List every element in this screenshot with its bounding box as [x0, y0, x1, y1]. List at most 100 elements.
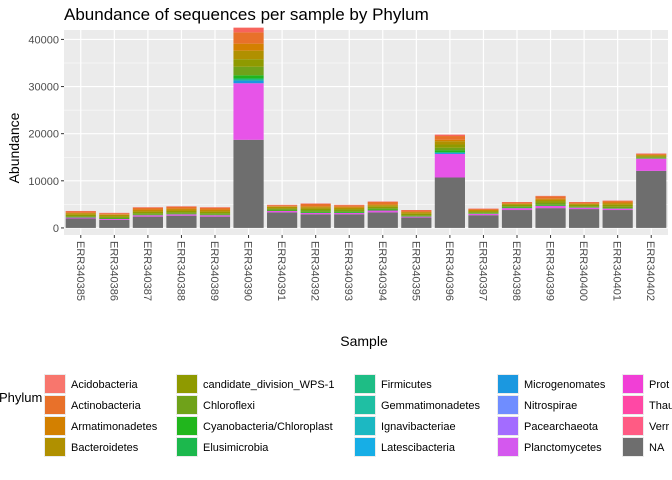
bar-segment — [501, 206, 533, 208]
legend-label: Elusimicrobia — [203, 442, 269, 454]
bar-segment — [535, 208, 566, 228]
bar-segment — [99, 219, 130, 228]
bar-segment — [434, 147, 465, 151]
bar-segment — [569, 203, 600, 205]
legend-label: Verr — [649, 421, 670, 433]
bar-segment — [233, 27, 264, 33]
bar-segment — [569, 204, 600, 207]
bar-segment — [501, 202, 533, 204]
bar-segment — [267, 208, 298, 210]
bar-segment — [233, 75, 264, 79]
legend-key — [498, 396, 518, 414]
legend-label: Thau — [649, 400, 672, 412]
legend-key — [177, 375, 197, 393]
y-tick-label: 40000 — [28, 34, 59, 46]
bar-segment — [434, 153, 465, 154]
bar-segment — [468, 211, 499, 213]
x-tick-label: ERR340397 — [476, 241, 488, 301]
bar-segment — [166, 215, 197, 228]
x-tick-label: ERR340393 — [342, 241, 354, 301]
x-tick-label: ERR340394 — [376, 241, 388, 301]
bar-segment — [602, 210, 633, 228]
bar-segment — [468, 209, 499, 211]
legend-label: candidate_division_WPS-1 — [203, 379, 334, 391]
y-tick-label: 10000 — [28, 176, 59, 188]
legend-key — [498, 438, 518, 456]
x-tick-label: ERR340395 — [409, 241, 421, 301]
x-tick-label: ERR340390 — [242, 241, 254, 301]
x-tick-label: ERR340387 — [141, 241, 153, 301]
bar-segment — [334, 211, 365, 213]
x-tick-label: ERR340402 — [644, 241, 656, 301]
legend-label: Latescibacteria — [381, 442, 456, 454]
bar-segment — [199, 210, 231, 212]
bar-segment — [501, 203, 533, 205]
y-tick-label: 30000 — [28, 82, 59, 94]
bar-segment — [267, 209, 298, 211]
bar-segment — [401, 217, 432, 228]
bar-segment — [132, 209, 163, 211]
x-tick-label: ERR340400 — [577, 241, 589, 301]
legend-label: Nitrospirae — [524, 400, 577, 412]
bar-segment — [199, 211, 231, 214]
legend-key — [498, 375, 518, 393]
bar-segment — [233, 50, 264, 60]
legend-key — [623, 438, 643, 456]
legend-label: Pacearchaeota — [524, 421, 599, 433]
x-axis-title: Sample — [340, 333, 388, 349]
bar-segment — [434, 177, 465, 228]
bar-segment — [401, 213, 432, 216]
x-tick-label: ERR340396 — [443, 241, 455, 301]
bar-segment — [602, 203, 633, 205]
bar-segment — [99, 218, 130, 220]
legend-label: NA — [649, 442, 665, 454]
bar-segment — [434, 150, 465, 153]
chart-title: Abundance of sequences per sample by Phy… — [64, 5, 429, 24]
bar-segment — [300, 203, 331, 207]
bar-segment — [300, 211, 331, 213]
bar-segment — [334, 212, 365, 215]
x-tick-label: ERR340401 — [611, 241, 623, 301]
x-tick-label: ERR340386 — [107, 241, 119, 301]
legend-key — [45, 438, 65, 456]
bar-segment — [267, 205, 298, 207]
y-axis: 0 10000 20000 30000 40000 — [28, 34, 64, 235]
bar-segment — [233, 66, 264, 76]
bar-segment — [233, 139, 264, 228]
bar-segment — [501, 207, 533, 209]
legend-label: Gemmatimonadetes — [381, 400, 481, 412]
bar-segment — [334, 209, 365, 211]
bar-segment — [501, 204, 533, 207]
bar-segment — [166, 210, 197, 213]
bar-segment — [636, 156, 667, 158]
bar-segment — [233, 59, 264, 67]
bar-segment — [602, 208, 633, 211]
bar-segment — [166, 208, 197, 210]
bar-segment — [300, 208, 331, 211]
bar-segment — [636, 158, 667, 171]
legend-key — [355, 396, 375, 414]
bar-segment — [233, 80, 264, 84]
bar-segment — [334, 210, 365, 212]
bar-segment — [65, 216, 96, 218]
bar-segment — [367, 206, 398, 209]
bar-segment — [434, 152, 465, 153]
bar-segment — [267, 206, 298, 209]
bar-segment — [468, 215, 499, 228]
legend-key — [623, 417, 643, 435]
bar-segment — [166, 212, 197, 214]
bar-segment — [367, 204, 398, 206]
bar-segment — [569, 207, 600, 210]
bar-segment — [401, 215, 432, 217]
bar-segment — [233, 83, 264, 140]
bar-segment — [199, 207, 231, 210]
legend-key — [355, 417, 375, 435]
bar-segment — [334, 206, 365, 208]
bar-segment — [300, 214, 331, 228]
bar-segment — [65, 218, 96, 228]
bar-segment — [367, 212, 398, 228]
legend-label: Chloroflexi — [203, 400, 255, 412]
legend-key — [45, 417, 65, 435]
bar-segment — [434, 136, 465, 140]
legend-label: Planctomycetes — [524, 442, 602, 454]
